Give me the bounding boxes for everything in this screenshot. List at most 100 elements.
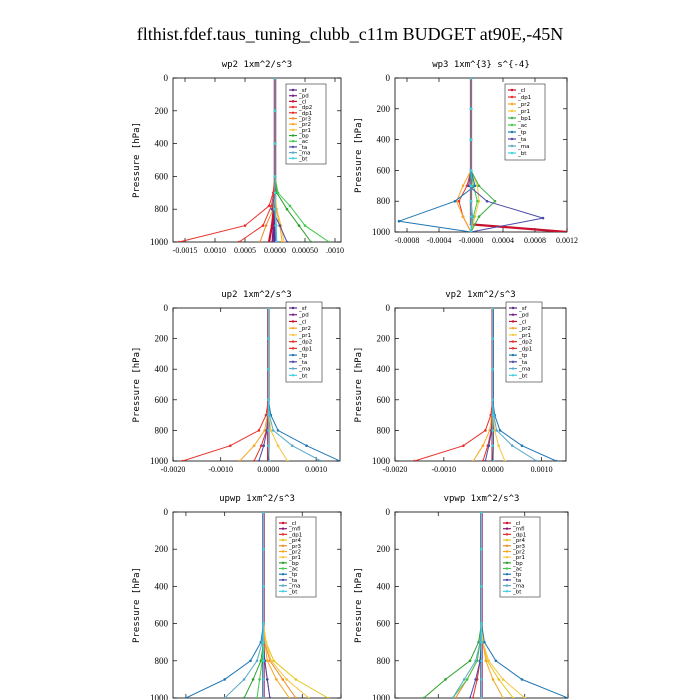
data-point-ma (291, 444, 294, 448)
data-point-pr1 (264, 640, 268, 644)
legend-marker-dp1 (291, 111, 295, 114)
legend-marker-bt (281, 590, 285, 593)
panel-title: wp2 1xm^2/s^3 (222, 60, 292, 70)
data-point-ma (495, 429, 498, 432)
data-point-tp (453, 199, 457, 203)
data-point-tp (566, 696, 568, 698)
data-point-bp (251, 678, 255, 681)
legend-label-pd: _pd (298, 313, 309, 319)
data-point-bt (492, 459, 495, 461)
legend-marker-ma (511, 367, 515, 370)
legend-label-ta: _ta (288, 578, 297, 584)
x-tick-label: 0.0008 (524, 236, 546, 245)
series-line-dp1 (472, 512, 482, 698)
y-tick-label: 800 (377, 656, 391, 666)
data-point-tp (276, 429, 280, 432)
data-point-bt (480, 622, 483, 625)
data-point-ta (484, 459, 487, 461)
data-point-pr2 (481, 444, 485, 448)
panel-title: up2 1xm^2/s^3 (221, 290, 291, 300)
data-point-ma (511, 444, 514, 448)
legend-marker-cl (291, 100, 295, 103)
data-point-tp (520, 678, 524, 681)
data-point-bt (491, 367, 495, 371)
data-point-pr2 (501, 696, 505, 698)
series-line-bp1 (470, 78, 496, 232)
data-point-dp1 (252, 459, 256, 461)
data-point-ma (535, 459, 538, 461)
data-point-pr1 (282, 240, 286, 242)
y-tick-label: 800 (155, 656, 169, 666)
legend-label-pr3: _pr3 (512, 544, 526, 550)
data-point-bt (273, 78, 277, 80)
legend-marker-ac (291, 140, 295, 143)
data-point-ma (462, 678, 466, 681)
legend-label-tp: _tp (512, 572, 522, 578)
series-line-pr1 (267, 308, 288, 461)
y-tick-label: 600 (155, 171, 169, 181)
legend-marker-sf (291, 88, 295, 92)
y-tick-label: 800 (155, 425, 169, 435)
data-point-ac (276, 191, 280, 195)
data-point-pr3 (258, 240, 262, 242)
x-tick-label: 0.0010 (531, 465, 553, 474)
y-axis-label: Pressure [hPa] (132, 347, 142, 423)
legend-marker-bp (291, 134, 295, 137)
legend-marker-pr2 (510, 102, 514, 106)
x-tick-label: -0.0008 (395, 236, 420, 245)
legend-label-ta: _ta (518, 360, 527, 366)
data-point-bt (480, 512, 483, 514)
panel-1: wp2 1xm^2/s^3 0 200 400 600 800 1000 -0.0015 0.0… (132, 60, 344, 255)
legend-label-bp1: _bp1 (517, 116, 531, 122)
x-tick-label: 0.0012 (556, 236, 578, 245)
data-point-pr1 (276, 444, 280, 448)
legend-marker-cl (510, 88, 514, 92)
legend-label-bt: _bt (517, 151, 527, 157)
legend-marker-pr2 (281, 550, 285, 553)
legend-marker-pr4 (505, 538, 509, 542)
data-point-bt (262, 585, 265, 588)
data-point-pr1 (501, 678, 505, 681)
legend-marker-pd (291, 313, 295, 316)
data-point-bt (273, 109, 277, 113)
data-point-pr1 (523, 696, 527, 698)
legend-label-ma: _ma (518, 367, 530, 373)
y-tick-label: 400 (155, 581, 169, 591)
x-tick-label: 0.0005 (234, 246, 256, 255)
data-point-pr3 (454, 696, 457, 698)
y-tick-label: 400 (377, 135, 391, 145)
data-point-dp1 (457, 199, 461, 203)
data-point-ma (255, 659, 259, 663)
data-point-bt (273, 207, 277, 211)
series-group (184, 512, 330, 698)
legend-marker-dp1 (510, 95, 514, 99)
legend-label-ta: _ta (298, 360, 307, 366)
legend-label-mfl: _mfl (512, 527, 525, 533)
legend-marker-pr1 (505, 555, 509, 559)
data-point-tp (494, 659, 498, 663)
panel-title: vp2 1xm^2/s^3 (445, 290, 515, 300)
data-point-bt (469, 78, 473, 80)
data-point-ta (257, 459, 261, 461)
legend-label-pr2: _pr2 (512, 549, 525, 555)
x-tick-label: -0.0010 (208, 465, 233, 474)
legend-marker-ac (510, 123, 514, 127)
legend-label-ac: _ac (298, 139, 308, 145)
data-point-dp2 (413, 459, 416, 461)
legend-marker-tp (281, 573, 285, 576)
y-tick-label: 0 (386, 507, 391, 517)
legend-marker-pr3 (505, 544, 509, 547)
series-group (397, 78, 567, 232)
data-point-pr3 (281, 678, 285, 681)
data-point-pr2 (238, 459, 242, 461)
legend-label-dp1: _dp1 (518, 346, 532, 352)
data-point-pr1 (286, 459, 289, 461)
legend-marker-sf (291, 306, 295, 310)
data-point-bt (469, 230, 473, 232)
series-group (413, 308, 558, 461)
legend-marker-pd (291, 94, 295, 97)
series-line-pr2 (456, 78, 472, 232)
legend-marker-pr2 (511, 326, 515, 330)
data-point-ma (451, 696, 454, 698)
